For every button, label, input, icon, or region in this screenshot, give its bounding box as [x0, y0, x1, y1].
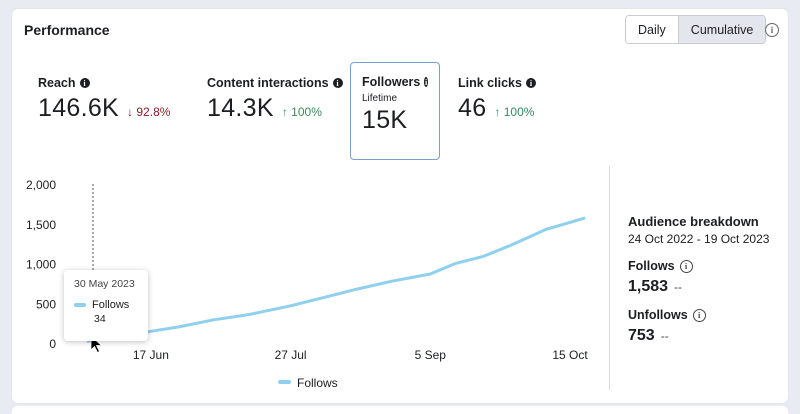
followers-chart[interactable]: 0 500 1,000 1,500 2,000 17 Jun 27 Jul 5 Sep 15 … [12, 9, 612, 403]
data-point[interactable] [526, 236, 530, 239]
metric-label: Followers [362, 75, 421, 89]
data-point[interactable] [177, 325, 181, 329]
data-point[interactable] [453, 262, 456, 265]
info-icon[interactable]: i [332, 78, 343, 88]
data-point[interactable] [320, 296, 324, 300]
delta-down: ↓ 92.8% [127, 105, 171, 119]
data-point[interactable] [509, 244, 512, 247]
tooltip-value: 34 [94, 313, 106, 325]
tooltip-series: Follows [92, 299, 130, 311]
delta-up: ↑ 100% [281, 105, 322, 119]
unfollows-value: 753 [628, 327, 655, 344]
data-point[interactable] [390, 279, 394, 283]
toggle-daily[interactable]: Daily [626, 16, 678, 43]
metric-value: 14.3K [207, 94, 274, 122]
follows-delta: -- [674, 280, 683, 294]
data-point[interactable] [247, 313, 250, 316]
metric-reach[interactable]: Reach i 146.6K ↓ 92.8% [38, 76, 170, 123]
series-line-follows[interactable] [86, 216, 586, 343]
unfollows-label: Unfollows [628, 308, 688, 322]
data-point[interactable] [582, 216, 586, 220]
metric-link-clicks[interactable]: Link clicks i 46 ↑ 100% [458, 76, 536, 123]
metric-label: Reach [38, 76, 76, 90]
info-icon[interactable]: i [525, 78, 536, 88]
legend-swatch-follows [278, 380, 291, 384]
x-tick-label: 17 Jun [133, 348, 169, 362]
panel-divider [609, 166, 610, 390]
next-card-edge [12, 406, 788, 414]
x-tick-label: 5 Sep [415, 348, 447, 362]
data-point[interactable] [289, 304, 292, 308]
info-icon[interactable]: i [424, 77, 428, 87]
legend: Follows [278, 376, 338, 390]
unfollows-stat: Unfollows i 753 -- [628, 308, 706, 345]
tooltip-date: 30 May 2023 [74, 278, 135, 290]
unfollows-delta: -- [660, 329, 669, 343]
section-title: Performance [24, 22, 110, 38]
data-point[interactable] [149, 330, 153, 333]
follows-value: 1,583 [628, 278, 669, 295]
audience-breakdown: Audience breakdown 24 Oct 2022 - 19 Oct … [628, 214, 769, 246]
toggle-cumulative[interactable]: Cumulative [677, 16, 766, 43]
y-axis: 0 500 1,000 1,500 2,000 [26, 178, 56, 351]
follows-label: Follows [628, 259, 675, 273]
view-toggle[interactable]: Daily Cumulative [625, 15, 767, 44]
info-outline-icon[interactable]: i [679, 259, 693, 273]
x-tick-label: 15 Oct [552, 348, 588, 362]
info-icon[interactable]: i [79, 78, 90, 88]
audience-title: Audience breakdown [628, 214, 759, 229]
y-tick-label: 1,500 [26, 218, 56, 232]
data-point[interactable] [481, 255, 484, 258]
data-point[interactable] [429, 272, 432, 276]
legend-label-follows: Follows [297, 376, 338, 390]
data-point[interactable] [544, 228, 547, 231]
metric-sub: Lifetime [362, 93, 398, 104]
y-tick-label: 500 [36, 297, 56, 311]
metric-label: Link clicks [458, 76, 522, 90]
metric-value: 46 [458, 94, 487, 122]
metric-value: 15K [362, 106, 408, 134]
audience-date-range: 24 Oct 2022 - 19 Oct 2023 [628, 232, 770, 246]
data-point[interactable] [355, 287, 359, 291]
info-outline-icon[interactable]: i [692, 308, 706, 322]
chart-tooltip: 30 May 2023 Follows 34 [64, 270, 148, 341]
metric-followers[interactable]: Followers i Lifetime 15K [350, 62, 440, 160]
follows-stat: Follows i 1,583 -- [628, 259, 693, 296]
x-tick-label: 27 Jul [275, 348, 307, 362]
x-axis: 17 Jun 27 Jul 5 Sep 15 Oct [133, 348, 589, 362]
data-point[interactable] [212, 318, 215, 321]
metric-label: Content interactions [207, 76, 329, 90]
tooltip-swatch [74, 303, 86, 307]
y-tick-label: 0 [49, 337, 56, 351]
data-point[interactable] [568, 221, 572, 224]
delta-up: ↑ 100% [494, 105, 535, 119]
y-tick-label: 1,000 [26, 258, 56, 272]
metric-value: 146.6K [38, 94, 120, 122]
metric-content-interactions[interactable]: Content interactions i 14.3K ↑ 100% [207, 76, 343, 123]
y-tick-label: 2,000 [26, 178, 56, 192]
info-outline-icon[interactable]: i [765, 23, 779, 37]
